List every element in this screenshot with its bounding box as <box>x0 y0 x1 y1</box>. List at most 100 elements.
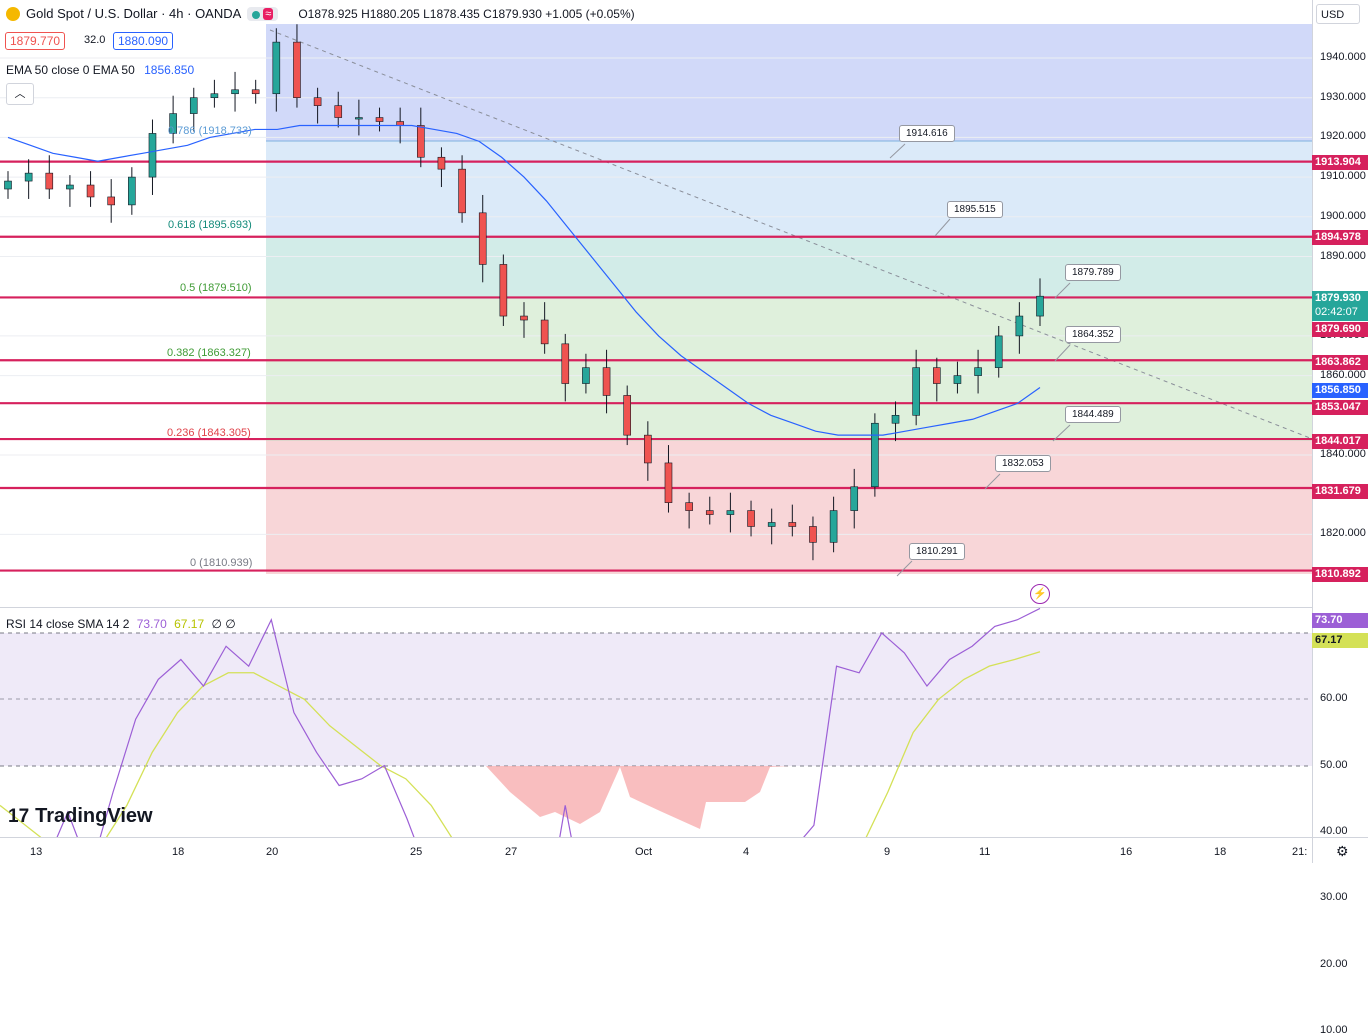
fib-label-382: 0.382 (1863.327) <box>167 347 251 359</box>
candle-body <box>747 510 755 527</box>
y-tick-label: 1920.000 <box>1320 130 1366 143</box>
ask-price[interactable]: 1880.090 <box>113 32 174 50</box>
callout-1832[interactable]: 1832.053 <box>995 455 1051 472</box>
callout-1879[interactable]: 1879.789 <box>1065 264 1121 281</box>
rsi-pane[interactable] <box>0 607 1312 837</box>
x-tick-label: 9 <box>884 846 891 858</box>
gold-icon <box>6 6 20 21</box>
ema-label: EMA 50 close 0 EMA 50 <box>6 63 135 77</box>
callout-1895[interactable]: 1895.515 <box>947 201 1003 218</box>
bid-price[interactable]: 1879.770 <box>5 32 66 50</box>
callout-1914[interactable]: 1914.616 <box>899 125 955 142</box>
tag-1810: 1810.892 <box>1312 567 1368 582</box>
callout-pointer <box>934 218 951 237</box>
tag-1831: 1831.679 <box>1312 484 1368 499</box>
candle-body <box>664 462 673 503</box>
candle-body <box>520 315 528 321</box>
settings-icon[interactable]: ⚙ <box>1336 843 1349 859</box>
currency-selector[interactable]: USD <box>1316 4 1360 24</box>
x-tick-label: 25 <box>410 846 423 858</box>
x-tick-label: 27 <box>505 846 518 858</box>
rsi-tick-label: 50.00 <box>1320 758 1348 771</box>
ema-legend[interactable]: EMA 50 close 0 EMA 50 1856.850 <box>6 63 194 77</box>
tag-1894: 1894.978 <box>1312 230 1368 245</box>
ema-50-line <box>7 124 1041 436</box>
candle-body <box>189 97 198 114</box>
candle-body <box>272 41 281 95</box>
callout-1810[interactable]: 1810.291 <box>909 543 965 560</box>
candle-body <box>231 89 239 95</box>
candle-body <box>24 172 33 182</box>
rsi-legend[interactable]: RSI 14 close SMA 14 2 73.70 67.17 ∅ ∅ <box>6 617 236 631</box>
lightning-icon[interactable]: ⚡ <box>1030 584 1050 604</box>
candle-body <box>107 196 115 206</box>
callout-pointer <box>896 560 913 577</box>
y-tick-label: 1840.000 <box>1320 448 1366 460</box>
candle-body <box>994 335 1003 368</box>
candle-body <box>169 113 177 134</box>
callout-1844[interactable]: 1844.489 <box>1065 406 1121 423</box>
candle-body <box>582 367 590 384</box>
candle-body <box>355 117 363 120</box>
x-tick-label: 20 <box>266 846 279 858</box>
dot-icon <box>252 10 261 19</box>
candle-body <box>45 172 54 190</box>
fib-label-786: 0.786 (1918.733) <box>168 125 252 137</box>
rsi-tick-label: 30.00 <box>1320 891 1348 904</box>
x-tick-label: 16 <box>1120 846 1133 858</box>
candle-body <box>334 105 343 118</box>
x-tick-label: Oct <box>635 846 653 858</box>
candle-body <box>499 264 508 317</box>
candle-body <box>623 395 632 436</box>
candle-body <box>437 156 446 170</box>
tradingview-logo[interactable]: 17 TradingView <box>8 805 153 828</box>
callout-pointer <box>1052 424 1071 442</box>
fib-zone-236-0 <box>266 441 1312 574</box>
main-chart[interactable] <box>0 0 1312 607</box>
candle-body <box>829 510 838 543</box>
candle-body <box>210 93 219 99</box>
rsi-label: RSI 14 close SMA 14 2 <box>6 617 130 631</box>
y-tick-label: 1930.000 <box>1320 90 1366 103</box>
spread: 32.0 <box>84 34 106 46</box>
candle-body <box>375 117 384 122</box>
candle-body <box>148 133 157 178</box>
candle-body <box>809 526 817 543</box>
tag-last: 1879.930 02:42:07 <box>1312 291 1368 321</box>
symbol-header: Gold Spot / U.S. Dollar · 4h · OANDA ≈ O… <box>6 6 635 21</box>
y-tick-label: 1910.000 <box>1320 170 1366 183</box>
fib-label-236: 0.236 (1843.305) <box>167 427 251 439</box>
candle-body <box>128 176 136 206</box>
rsi-sma-value: 67.17 <box>174 617 205 631</box>
candle-body <box>788 522 797 527</box>
candle-body <box>912 367 920 416</box>
callout-pointer <box>984 473 1001 490</box>
wave-icon: ≈ <box>263 7 274 20</box>
candle-body <box>251 89 260 95</box>
indicator-toggle[interactable]: ≈ <box>247 6 279 21</box>
rsi-tick-label: 10.00 <box>1320 1023 1348 1036</box>
candle-body <box>1015 315 1024 337</box>
rsi-oversold-fill <box>486 766 790 829</box>
candle-body <box>602 367 611 396</box>
x-tick-label: 18 <box>1214 846 1227 858</box>
candle-body <box>685 502 693 511</box>
rsi-tick-label: 60.00 <box>1320 692 1348 705</box>
bar-countdown: 02:42:07 <box>1315 306 1358 318</box>
ohlc-values: O1878.925 H1880.205 L1878.435 C1879.930 … <box>298 6 635 21</box>
candle-body <box>1036 295 1044 317</box>
candle-body <box>293 41 301 99</box>
candle-body <box>416 125 425 158</box>
collapse-button[interactable]: ︿ <box>6 83 34 105</box>
callout-1864[interactable]: 1864.352 <box>1065 326 1121 343</box>
price-axis[interactable] <box>1312 0 1368 863</box>
candle-body <box>66 184 74 190</box>
candle-body <box>313 97 322 106</box>
symbol-title[interactable]: Gold Spot / U.S. Dollar · 4h · OANDA <box>26 6 242 21</box>
tv-icon: 17 <box>8 805 30 827</box>
fib-zone-618-5 <box>266 237 1312 299</box>
candle-body <box>540 319 549 345</box>
rsi-sma-tag: 67.17 <box>1312 633 1368 648</box>
last-price: 1879.930 <box>1315 292 1361 304</box>
tag-1879: 1879.690 <box>1312 322 1368 337</box>
